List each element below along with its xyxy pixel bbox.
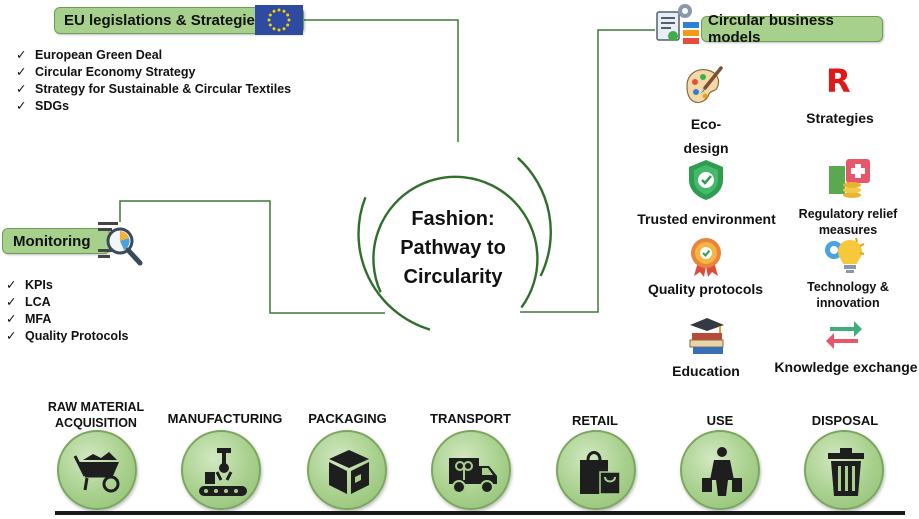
person-with-bags-icon xyxy=(702,447,742,496)
cbm-header: Circular business models xyxy=(701,12,883,46)
technology-innovation-label: Technology & innovation xyxy=(807,280,889,310)
business-plan-icon xyxy=(656,4,699,44)
eu-legislation-list: ✓ European Green Deal ✓ Circular Economy S… xyxy=(16,47,291,115)
stage-label-raw-material: RAW MATERIAL ACQUISITION xyxy=(47,400,145,430)
outer-ring-right xyxy=(516,156,552,277)
eco-design-brush-icon xyxy=(686,66,723,104)
stage-label-disposal: DISPOSAL xyxy=(811,413,879,428)
check-icon: ✓ xyxy=(16,99,27,113)
box-icon xyxy=(329,450,369,494)
strategies-label: Strategies xyxy=(806,110,874,126)
trusted-environment-label: Trusted environment xyxy=(637,211,776,227)
check-icon: ✓ xyxy=(6,312,17,326)
eu-legislation-title: EU legislations & Strategies xyxy=(64,12,264,29)
delivery-truck-icon xyxy=(449,458,497,494)
monitoring-connector-line xyxy=(119,200,385,314)
center-title: Fashion: Pathway to Circularity xyxy=(378,205,528,292)
check-icon: ✓ xyxy=(16,48,27,62)
wheelbarrow-icon xyxy=(73,452,120,493)
list-item: ✓ LCA xyxy=(6,295,51,309)
inner-ring xyxy=(372,175,539,309)
stage-retail xyxy=(556,430,636,510)
stage-label-packaging: PACKAGING xyxy=(308,411,387,426)
center-rings xyxy=(357,156,552,331)
stage-label-transport: TRANSPORT xyxy=(430,411,511,426)
list-item: ✓ Circular Economy Strategy xyxy=(16,65,196,79)
center-title-line2: Pathway to xyxy=(400,237,506,259)
strategy-r-icon: R xyxy=(826,62,851,100)
check-icon: ✓ xyxy=(6,295,17,309)
stage-raw-material xyxy=(57,430,137,510)
check-icon: ✓ xyxy=(16,65,27,79)
eco-design-label: Eco- design xyxy=(683,116,729,156)
trash-bin-icon xyxy=(828,448,864,496)
magnifier-chart-icon xyxy=(98,222,143,266)
check-icon: ✓ xyxy=(6,329,17,343)
education-label: Education xyxy=(672,363,740,379)
cbm-connector-line xyxy=(520,29,655,313)
cbm-title: Circular business models xyxy=(708,12,834,46)
list-item: ✓ Quality Protocols xyxy=(6,329,129,343)
list-item: ✓ MFA xyxy=(6,312,52,326)
stage-label-retail: RETAIL xyxy=(572,413,618,428)
check-icon: ✓ xyxy=(6,278,17,292)
regulatory-relief-label: Regulatory relief measures xyxy=(798,207,898,237)
stage-use xyxy=(680,430,760,510)
check-icon: ✓ xyxy=(16,82,27,96)
monitoring-header: Monitoring xyxy=(2,228,110,254)
center-title-line1: Fashion: xyxy=(411,208,495,230)
monitoring-title: Monitoring xyxy=(13,232,91,250)
robot-arm-conveyor-icon xyxy=(199,448,247,496)
center-title-line3: Circularity xyxy=(403,266,503,288)
shield-check-icon xyxy=(689,160,723,200)
eu-connector-line xyxy=(302,19,459,142)
outer-ring-left xyxy=(357,196,431,331)
exchange-arrows-icon xyxy=(826,321,862,349)
lightbulb-gear-icon xyxy=(825,237,865,273)
list-item: ✓ SDGs xyxy=(16,99,70,113)
stage-disposal xyxy=(804,430,884,510)
shopping-bag-icon xyxy=(580,451,621,495)
quality-badge-icon xyxy=(691,238,721,277)
quality-protocols-label: Quality protocols xyxy=(647,281,764,297)
baseline-bar xyxy=(55,511,905,515)
stage-packaging xyxy=(307,430,387,510)
list-item: ✓ European Green Deal xyxy=(16,48,163,62)
stage-manufacturing xyxy=(181,430,261,510)
stage-label-use: USE xyxy=(706,413,734,428)
eu-flag-icon xyxy=(255,5,303,35)
list-item: ✓ Strategy for Sustainable & Circular Tex… xyxy=(16,82,292,96)
knowledge-exchange-label: Knowledge exchange xyxy=(774,359,918,375)
money-plus-icon xyxy=(829,159,870,198)
monitoring-list: ✓ KPIs ✓ LCA ✓ MFA ✓ Quality Protocols xyxy=(6,277,129,345)
list-item: ✓ KPIs xyxy=(6,278,53,292)
stage-label-manufacturing: MANUFACTURING xyxy=(167,411,283,426)
books-graduation-cap-icon xyxy=(689,318,724,354)
stage-transport xyxy=(431,430,511,510)
